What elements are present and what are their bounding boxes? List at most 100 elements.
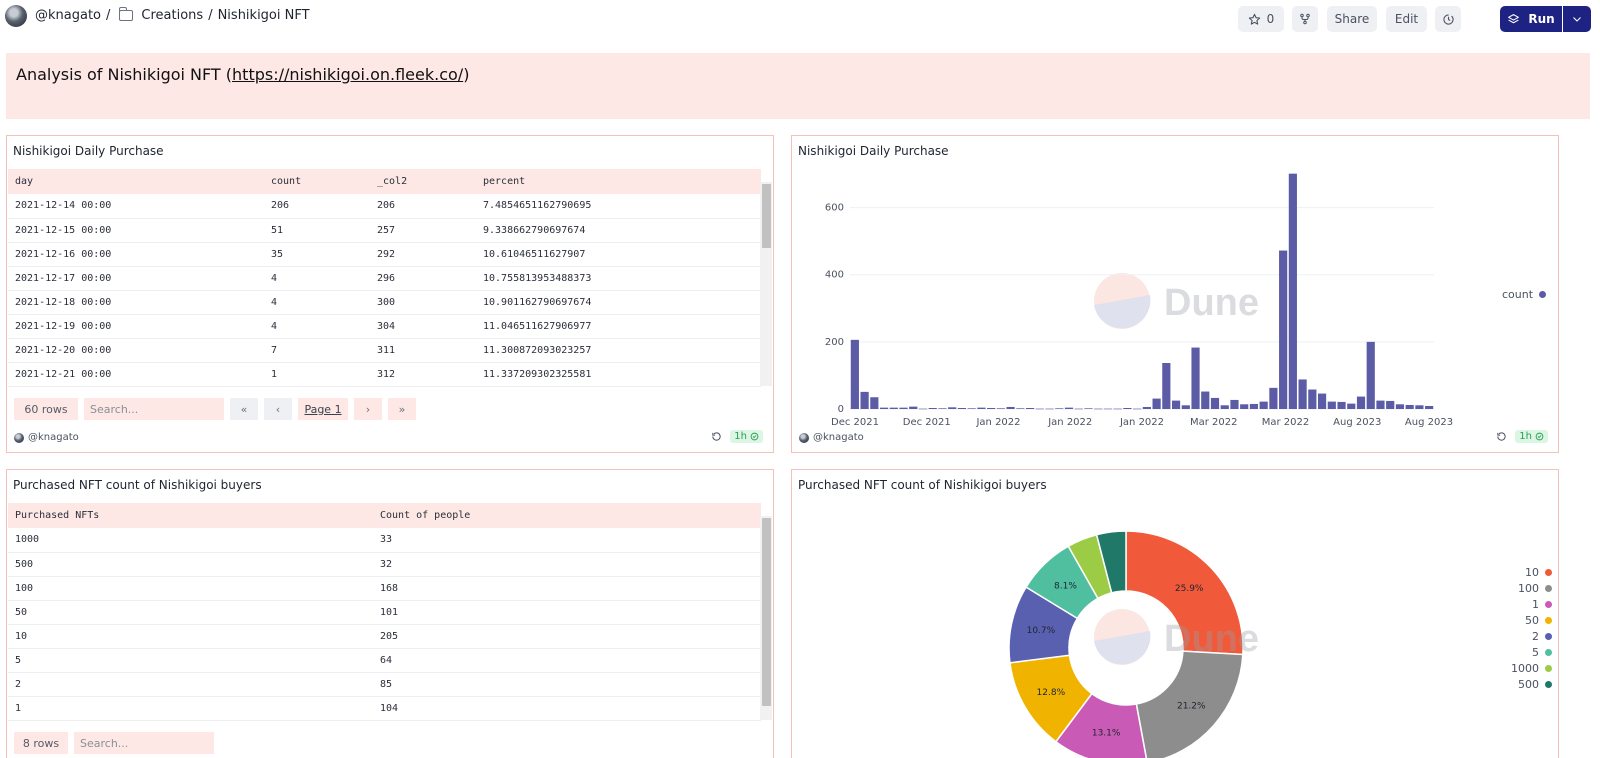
column-header[interactable]: _col2 [370,169,476,194]
bar[interactable] [1259,401,1268,409]
legend-item[interactable]: 10 [1482,564,1552,580]
bar[interactable] [870,397,879,409]
first-page-button[interactable]: « [230,398,258,420]
bar[interactable] [1298,379,1307,409]
bar[interactable] [918,408,928,410]
bar[interactable] [1055,408,1064,409]
bar[interactable] [1094,408,1103,410]
bar[interactable] [977,407,986,409]
legend-item[interactable]: 100 [1482,580,1552,596]
bar[interactable] [1356,396,1366,409]
run-button[interactable]: Run [1500,6,1562,32]
bar[interactable] [1006,406,1015,409]
bar[interactable] [1142,406,1151,409]
column-header[interactable]: Count of people [373,503,761,528]
bar[interactable] [1279,250,1288,409]
breadcrumb-folder[interactable]: Creations [141,8,204,23]
avatar[interactable] [5,5,27,27]
bar[interactable] [967,408,976,409]
bar[interactable] [1327,401,1336,409]
table-search-input[interactable]: Search... [74,732,214,754]
bar[interactable] [1016,408,1025,409]
bar[interactable] [1347,403,1356,409]
bar[interactable] [1113,408,1122,410]
bar[interactable] [1123,407,1132,409]
bar[interactable] [1035,408,1044,410]
bar[interactable] [850,339,859,409]
bar[interactable] [1376,400,1385,409]
bar[interactable] [1405,404,1414,409]
bar[interactable] [1045,408,1054,410]
bar[interactable] [1171,400,1181,409]
refresh-icon[interactable] [1496,431,1507,442]
bar[interactable] [1133,408,1142,410]
legend-item[interactable]: 1 [1482,596,1552,612]
donut-slice[interactable] [1125,530,1244,656]
run-options-button[interactable] [1563,6,1591,32]
bar[interactable] [996,408,1005,409]
table-scrollbar[interactable] [760,516,772,720]
bar[interactable] [1181,405,1190,409]
bar[interactable] [957,407,967,409]
bar[interactable] [1201,391,1210,409]
legend-item[interactable]: 2 [1482,628,1552,644]
bar[interactable] [1269,387,1278,409]
column-header[interactable]: Purchased NFTs [8,503,373,528]
bar[interactable] [1337,401,1346,409]
bar[interactable] [889,407,898,409]
legend-item[interactable]: 1000 [1482,660,1552,676]
bar[interactable] [987,407,996,409]
bar[interactable] [1317,393,1327,409]
bar[interactable] [899,407,908,409]
bar[interactable] [1249,403,1259,409]
panel-owner[interactable]: @knagato [799,432,864,443]
donut-slice[interactable] [1135,650,1244,758]
bar[interactable] [1366,341,1375,409]
column-header[interactable]: percent [476,169,761,194]
prev-page-button[interactable]: ‹ [264,398,292,420]
star-button[interactable]: 0 [1238,6,1284,32]
legend-item[interactable]: 50 [1482,612,1552,628]
scrollbar-thumb[interactable] [762,518,771,706]
fork-button[interactable] [1292,6,1318,32]
column-header[interactable]: count [264,169,370,194]
edit-button[interactable]: Edit [1386,6,1427,32]
bar[interactable] [1425,405,1434,409]
bar[interactable] [1288,173,1297,409]
table-scroll-area[interactable]: day count _col2 percent 2021-12-14 00:00… [8,169,761,387]
next-page-button[interactable]: › [354,398,382,420]
bar[interactable] [1220,405,1229,409]
bar[interactable] [1074,408,1083,410]
bar[interactable] [948,407,957,409]
table-scrollbar[interactable] [760,182,772,386]
breadcrumb-user[interactable]: @knagato [35,8,102,23]
bar[interactable] [1084,408,1093,409]
bar[interactable] [1103,408,1113,410]
bar[interactable] [1308,389,1317,409]
bar[interactable] [909,406,918,409]
table-scroll-area[interactable]: Purchased NFTs Count of people 1000 33 50… [8,503,761,721]
scrollbar-thumb[interactable] [762,184,771,248]
panel-owner[interactable]: @knagato [14,432,79,443]
refresh-icon[interactable] [711,431,722,442]
donut-slice[interactable] [1095,530,1127,594]
bar[interactable] [1152,398,1161,409]
bar[interactable] [1230,399,1239,409]
header-link[interactable]: https://nishikigoi.on.fleek.co/ [232,65,464,84]
bar[interactable] [860,391,869,409]
last-page-button[interactable]: » [388,398,416,420]
bar[interactable] [879,407,889,409]
bar[interactable] [1240,404,1249,409]
bar[interactable] [1386,400,1395,409]
bar[interactable] [1415,405,1424,409]
bar[interactable] [1395,404,1405,409]
bar[interactable] [1064,407,1074,409]
bar[interactable] [1162,363,1171,409]
table-search-input[interactable]: Search... [84,398,224,420]
bar[interactable] [1025,407,1035,409]
legend-item[interactable]: 5 [1482,644,1552,660]
legend-item[interactable]: 500 [1482,676,1552,692]
column-header[interactable]: day [8,169,264,194]
history-button[interactable] [1435,6,1461,32]
bar[interactable] [938,408,947,409]
